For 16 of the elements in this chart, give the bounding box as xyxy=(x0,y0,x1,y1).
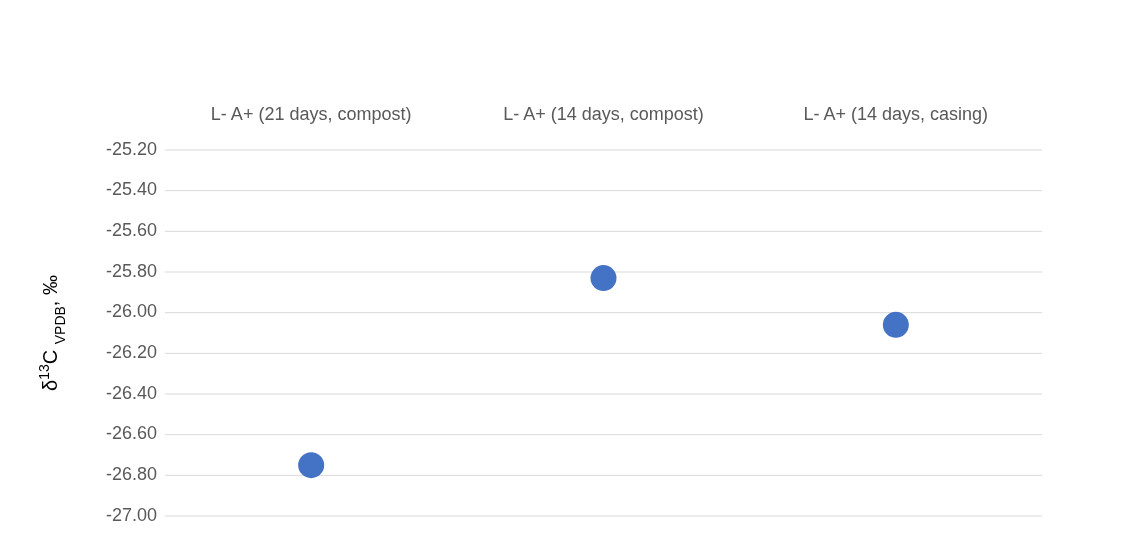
point xyxy=(882,311,909,338)
y-tick-label: -25.80 xyxy=(105,260,157,281)
x-tick-label: L- A+ (14 days, compost) xyxy=(503,104,704,124)
point xyxy=(590,265,617,292)
point xyxy=(298,452,325,479)
y-tick-label: -26.60 xyxy=(105,423,157,444)
y-tick-label: -26.00 xyxy=(105,301,157,322)
x-tick-label: L- A+ (14 days, casing) xyxy=(803,104,989,124)
y-tick-label: -26.40 xyxy=(105,382,157,403)
x-tick-label: L- A+ (21 days, compost) xyxy=(210,104,412,124)
y-tick-label: -26.20 xyxy=(105,342,157,363)
y-tick-label: -26.80 xyxy=(105,464,157,485)
y-tick-label: -27.00 xyxy=(105,504,157,525)
y-tick-label: -25.40 xyxy=(105,179,157,200)
y-tick-label: -25.20 xyxy=(105,138,157,159)
y-tick-label: -25.60 xyxy=(105,220,157,241)
